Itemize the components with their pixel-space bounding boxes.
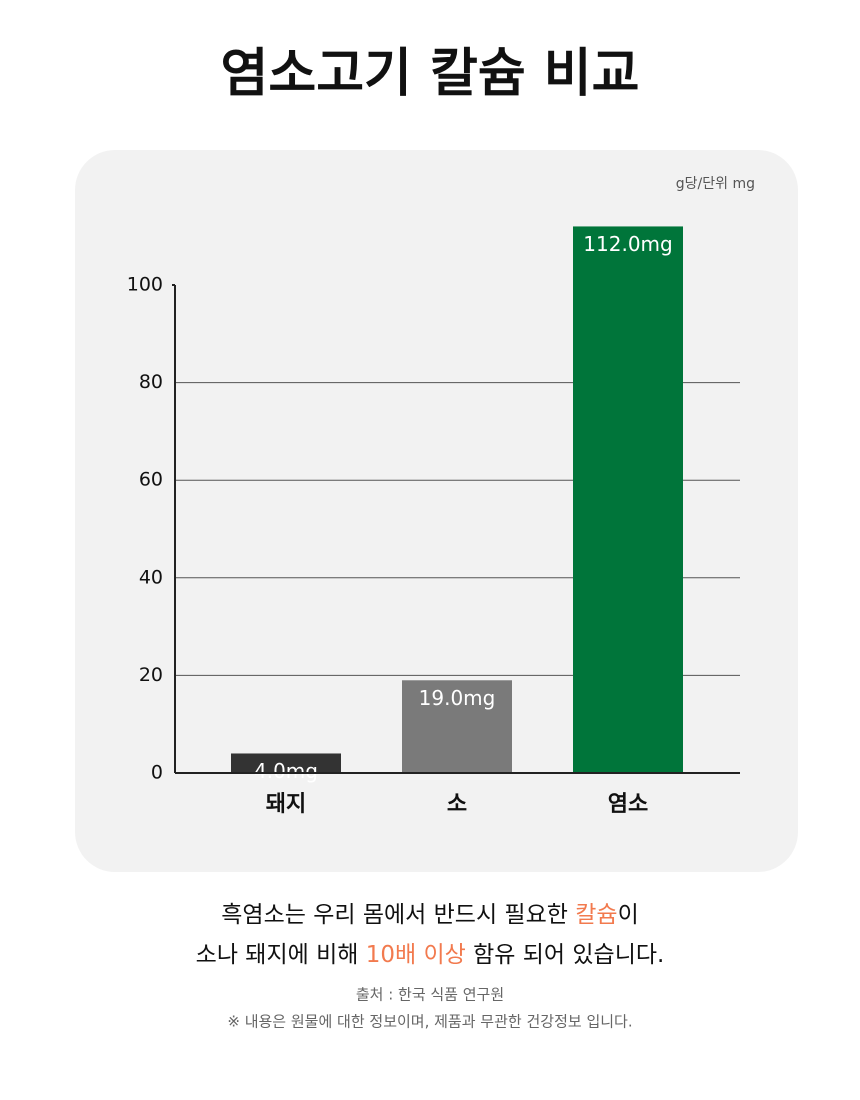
x-tick-label: 염소	[608, 792, 648, 817]
description-before: 흑염소는 우리 몸에서 반드시 필요한	[221, 902, 575, 928]
description-highlight: 칼슘	[575, 902, 617, 928]
y-tick-label: 0	[151, 762, 163, 784]
x-tick-label: 소	[447, 792, 467, 817]
description-after: 함유 되어 있습니다.	[466, 942, 665, 968]
note: ※ 내용은 원물에 대한 정보이며, 제품과 무관한 건강정보 입니다.	[227, 1013, 632, 1031]
y-tick-label: 60	[139, 469, 163, 491]
bar	[573, 226, 683, 773]
value-label: 19.0mg	[419, 686, 496, 710]
value-label: 112.0mg	[583, 232, 672, 256]
source: 출처 : 한국 식품 연구원	[356, 986, 504, 1004]
chart-title: 염소고기 칼슘 비교	[221, 44, 640, 104]
x-tick-label: 돼지	[266, 792, 306, 817]
description-before: 소나 돼지에 비해	[196, 942, 366, 968]
description-after: 이	[618, 902, 639, 928]
description-highlight: 10배 이상	[366, 942, 466, 968]
bar	[402, 680, 512, 773]
bar	[231, 753, 341, 773]
description-line: 소나 돼지에 비해 10배 이상 함유 되어 있습니다.	[196, 942, 665, 968]
y-tick-label: 80	[139, 371, 163, 393]
value-label: 4.0mg	[254, 759, 318, 783]
y-tick-label: 40	[139, 566, 163, 588]
y-tick-label: 100	[127, 274, 163, 296]
y-tick-label: 20	[139, 664, 163, 686]
description-line: 흑염소는 우리 몸에서 반드시 필요한 칼슘이	[221, 902, 638, 928]
unit-label: g당/단위 mg	[676, 176, 755, 192]
